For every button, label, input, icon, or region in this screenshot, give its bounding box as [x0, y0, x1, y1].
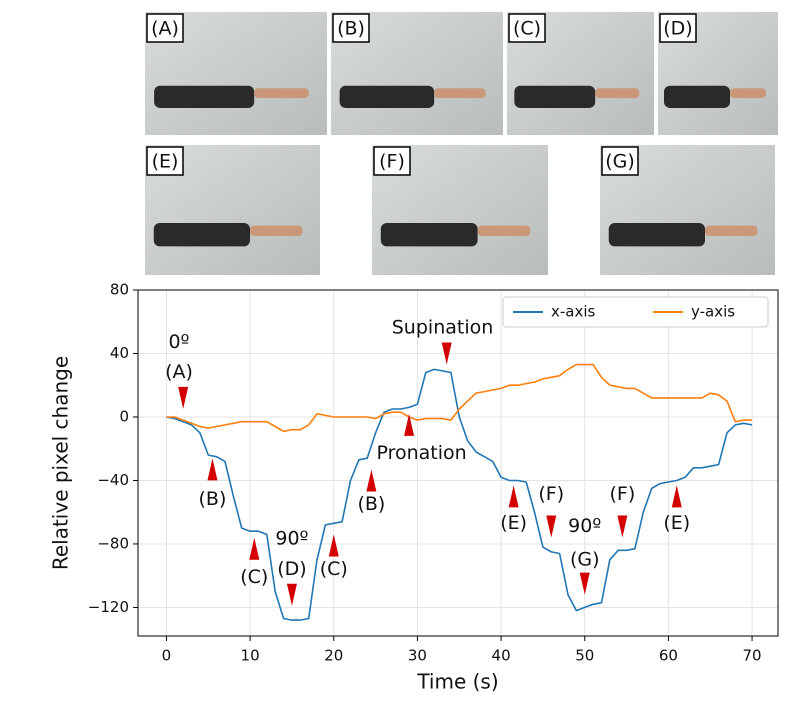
annotation: 90º: [568, 515, 601, 537]
photo-label: (E): [152, 151, 179, 173]
y-axis-label: Relative pixel change: [49, 356, 73, 570]
annotation: (A): [165, 361, 193, 383]
arm-hand: [434, 88, 486, 99]
photo-label-box: [508, 13, 546, 43]
x-tick-label: 10: [241, 647, 260, 665]
legend-label: y-axis: [691, 303, 735, 321]
marker-arrow: [508, 485, 519, 508]
x-tick-label: 40: [492, 647, 511, 665]
marker-arrow: [178, 386, 189, 409]
annotation: (B): [357, 493, 385, 515]
annotation: (B): [199, 488, 227, 510]
arm-sleeve: [380, 223, 478, 247]
marker-arrow: [441, 342, 452, 365]
annotation: 0º: [168, 331, 189, 353]
x-axis-label: Time (s): [416, 670, 498, 694]
marker-arrow: [404, 413, 415, 436]
annotation: Pronation: [376, 442, 466, 464]
annotation: 90º: [275, 528, 308, 550]
arm-sleeve: [154, 85, 255, 108]
legend-box: [502, 296, 769, 328]
photo-label: (A): [151, 18, 179, 40]
arm-hand: [730, 88, 766, 99]
photo-label-box: [659, 13, 697, 43]
arm-sleeve: [339, 85, 435, 108]
photo-label: (D): [663, 18, 692, 40]
marker-arrow: [207, 458, 218, 481]
arm-sleeve: [514, 85, 596, 108]
y-tick-label: −120: [88, 598, 129, 616]
x-tick-label: 60: [659, 647, 678, 665]
y-tick-label: 0: [119, 407, 129, 425]
photo-label: (C): [513, 18, 541, 40]
arm-sleeve: [608, 223, 705, 247]
marker-arrow: [671, 485, 682, 508]
arm-hand: [254, 88, 309, 99]
annotation: (C): [320, 558, 348, 580]
annotation: (D): [277, 558, 306, 580]
x-tick-label: 30: [408, 647, 427, 665]
arm-hand: [477, 225, 531, 236]
marker-arrow: [546, 515, 557, 538]
marker-arrow: [286, 583, 297, 606]
photo-label-box: [373, 146, 411, 176]
marker-arrow: [366, 469, 377, 492]
arm-hand: [250, 225, 303, 236]
y-tick-label: −40: [97, 471, 129, 489]
x-tick-label: 20: [324, 647, 343, 665]
photo-label-box: [332, 13, 370, 43]
marker-arrow: [579, 572, 590, 595]
annotation: (F): [538, 483, 564, 505]
arm-hand: [595, 88, 640, 99]
y-tick-label: 40: [110, 344, 129, 362]
legend-label: x-axis: [551, 303, 596, 321]
photo-label: (G): [605, 151, 635, 173]
annotation: (C): [240, 566, 268, 588]
marker-arrow: [249, 537, 260, 560]
annotation: (G): [570, 548, 600, 570]
photo-label-box: [146, 13, 184, 43]
annotation: Supination: [392, 317, 494, 339]
series-line: [166, 363, 753, 433]
y-tick-label: 80: [110, 281, 129, 299]
annotation: (E): [663, 512, 690, 534]
photo-label-box: [146, 146, 184, 176]
x-tick-label: 0: [162, 647, 172, 665]
x-tick-label: 70: [743, 647, 762, 665]
photo-label-box: [601, 146, 639, 176]
annotation: (E): [500, 512, 527, 534]
arm-hand: [705, 225, 758, 236]
photo-label: (F): [379, 151, 405, 173]
x-tick-label: 50: [575, 647, 594, 665]
marker-arrow: [617, 515, 628, 538]
photo-label: (B): [337, 18, 365, 40]
series-line: [166, 368, 753, 621]
arm-sleeve: [664, 85, 730, 108]
marker-arrow: [328, 534, 339, 557]
plot-frame: [137, 289, 779, 637]
y-tick-label: −80: [97, 534, 129, 552]
arm-sleeve: [153, 223, 250, 247]
annotation: (F): [610, 483, 636, 505]
